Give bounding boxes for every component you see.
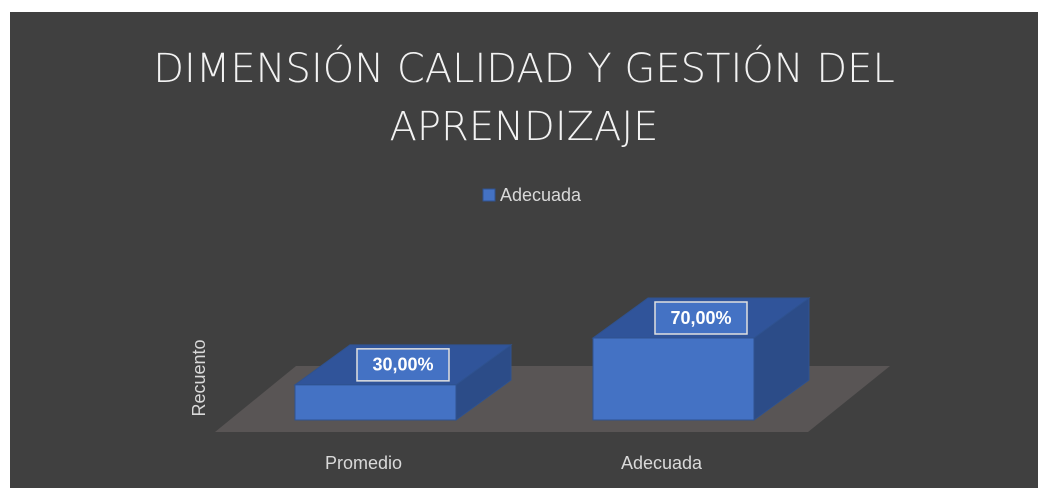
- x-tick-label: Promedio: [325, 453, 402, 473]
- bar-front: [294, 384, 457, 421]
- y-axis-label: Recuento: [189, 339, 209, 416]
- chart-title: DIMENSIÓN CALIDAD Y GESTIÓN DEL APRENDIZ…: [153, 46, 895, 150]
- data-label: 70,00%: [670, 308, 731, 328]
- x-tick-label: Adecuada: [621, 453, 703, 473]
- data-label-box: [356, 348, 450, 382]
- legend-label: Adecuada: [500, 185, 582, 205]
- bar-front: [592, 337, 755, 421]
- data-label: 30,00%: [372, 355, 433, 375]
- legend-swatch: [482, 188, 496, 202]
- data-label-box: [654, 301, 748, 335]
